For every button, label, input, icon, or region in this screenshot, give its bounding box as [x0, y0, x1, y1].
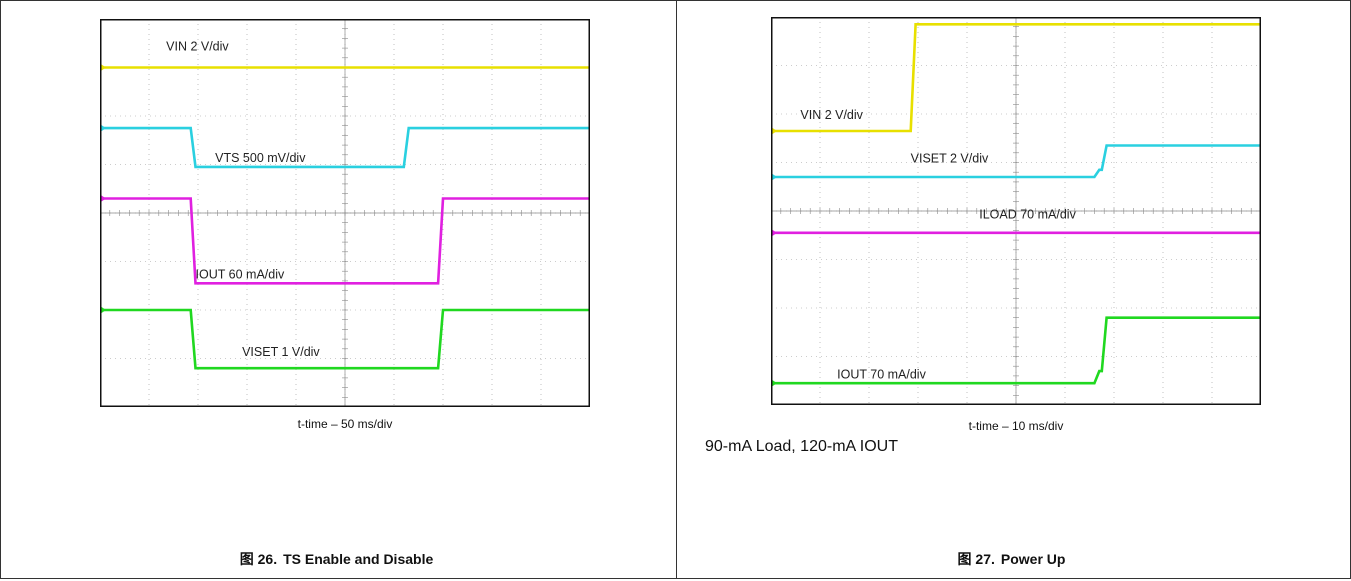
trace-viset: [771, 144, 1261, 179]
trace-vin: [771, 23, 1261, 133]
trace-iout: [771, 316, 1261, 385]
scope-trace-area: VIN 2 V/div VISET 2 V/div ILOAD 70 mA/div I…: [771, 17, 1261, 405]
figure-caption: 图 27. Power Up: [677, 549, 1351, 569]
x-axis-label: t-time – 10 ms/div: [968, 419, 1064, 433]
trace-label-vts: VTS 500 mV/div: [215, 151, 306, 165]
trace-label-vin: VIN 2 V/div: [166, 40, 229, 54]
scope-frame: [100, 19, 590, 407]
trace-iout: [100, 197, 590, 285]
trace-label-iout: IOUT 70 mA/div: [837, 367, 926, 381]
scope-plot-figure-27: VIN 2 V/div VISET 2 V/div ILOAD 70 mA/div I…: [771, 17, 1261, 405]
trace-label-iload: ILOAD 70 mA/div: [979, 207, 1076, 221]
trace-vts: [100, 126, 590, 169]
scope-frame: [771, 17, 1261, 405]
figure-title: Power Up: [1000, 551, 1066, 567]
test-condition: 90-mA Load, 120-mA IOUT: [705, 438, 898, 455]
center-axis-ticks: [771, 17, 1261, 405]
figure-number: 图 27.: [957, 551, 995, 567]
trace-label-iout: IOUT 60 mA/div: [196, 267, 285, 281]
figure-title: TS Enable and Disable: [283, 551, 434, 567]
figure-number: 图 26.: [239, 551, 278, 567]
trace-label-vin: VIN 2 V/div: [800, 108, 863, 122]
x-axis-label: t-time – 50 ms/div: [297, 417, 393, 431]
figure-caption: 图 26. TS Enable and Disable: [1, 549, 678, 569]
trace-label-viset: VISET 2 V/div: [911, 152, 989, 166]
figure-26-panel: VIN 2 V/div VTS 500 mV/div IOUT 60 mA/div V…: [0, 0, 677, 579]
trace-viset: [100, 308, 590, 370]
figure-27-panel: VIN 2 V/div VISET 2 V/div ILOAD 70 mA/div I…: [676, 0, 1351, 579]
scope-plot-figure-26: VIN 2 V/div VTS 500 mV/div IOUT 60 mA/div V…: [100, 19, 590, 407]
scope-trace-area: VIN 2 V/div VTS 500 mV/div IOUT 60 mA/div V…: [100, 19, 590, 407]
trace-label-viset: VISET 1 V/div: [242, 345, 320, 359]
